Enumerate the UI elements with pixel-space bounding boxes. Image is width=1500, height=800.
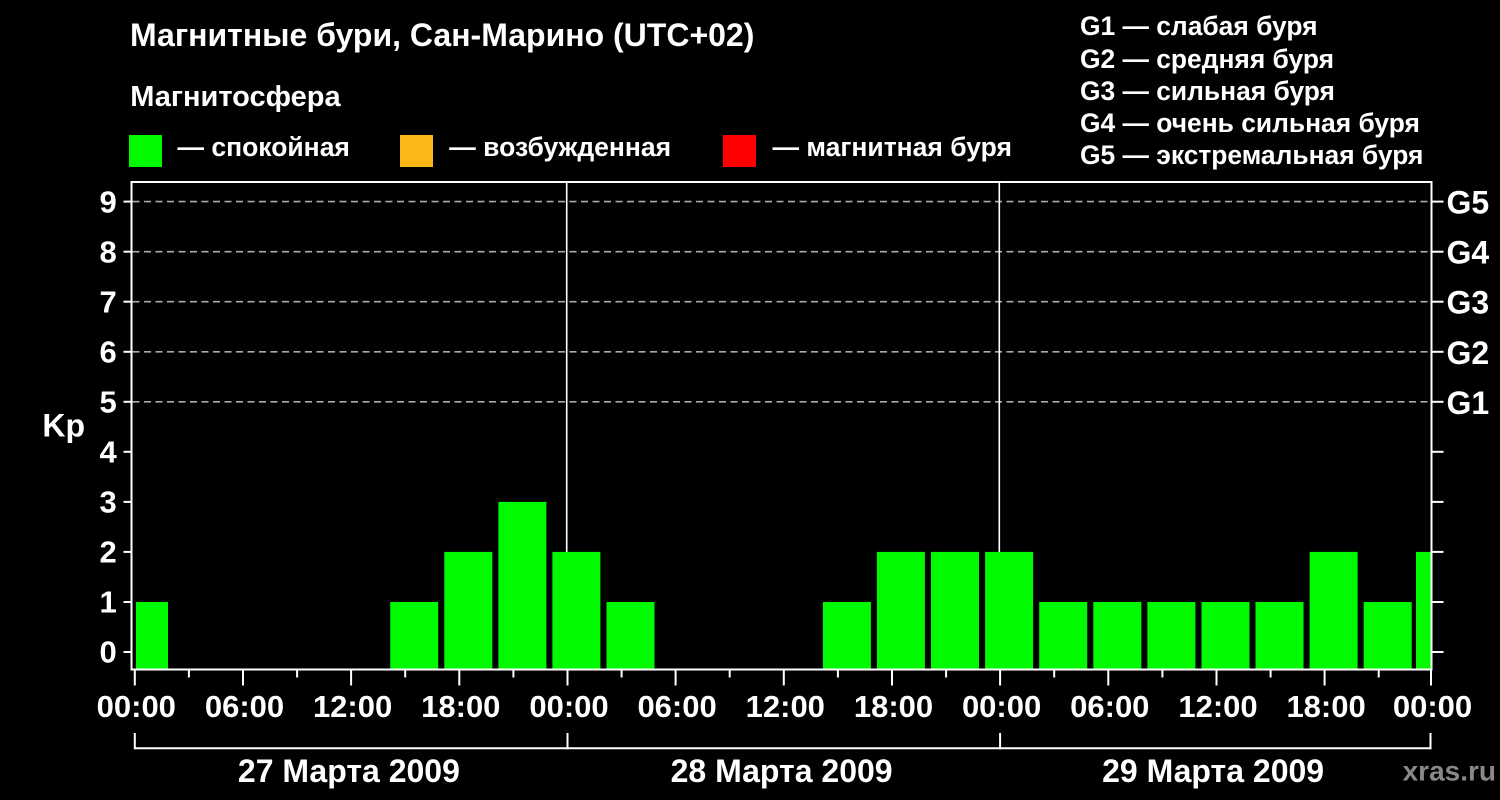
svg-text:G2: G2 (1447, 335, 1490, 371)
svg-text:G3: G3 (1447, 285, 1490, 321)
svg-text:00:00: 00:00 (97, 689, 176, 724)
svg-text:00:00: 00:00 (529, 689, 608, 724)
svg-text:06:00: 06:00 (205, 689, 284, 724)
svg-text:2: 2 (100, 535, 117, 570)
svg-text:00:00: 00:00 (962, 689, 1041, 724)
svg-text:6: 6 (100, 335, 117, 370)
svg-text:7: 7 (100, 284, 117, 319)
svg-text:G1: G1 (1447, 385, 1490, 421)
svg-text:27 Марта 2009: 27 Марта 2009 (238, 753, 460, 789)
svg-text:12:00: 12:00 (746, 689, 825, 724)
svg-text:Kp: Kp (42, 408, 85, 444)
svg-text:18:00: 18:00 (421, 689, 500, 724)
svg-text:5: 5 (100, 385, 117, 420)
svg-text:1: 1 (100, 585, 117, 620)
svg-text:06:00: 06:00 (637, 689, 716, 724)
svg-text:28 Марта 2009: 28 Марта 2009 (671, 753, 893, 789)
svg-text:18:00: 18:00 (1286, 689, 1365, 724)
svg-text:06:00: 06:00 (1070, 689, 1149, 724)
svg-text:8: 8 (100, 234, 117, 269)
svg-text:xras.ru: xras.ru (1403, 756, 1496, 787)
svg-text:00:00: 00:00 (1393, 689, 1472, 724)
svg-text:18:00: 18:00 (854, 689, 933, 724)
svg-text:29 Марта 2009: 29 Марта 2009 (1102, 753, 1324, 789)
svg-text:3: 3 (100, 485, 117, 520)
svg-text:G4: G4 (1447, 235, 1490, 271)
svg-text:12:00: 12:00 (313, 689, 392, 724)
svg-text:9: 9 (100, 184, 117, 219)
svg-text:0: 0 (100, 635, 117, 670)
svg-text:G5: G5 (1447, 185, 1490, 221)
svg-text:12:00: 12:00 (1178, 689, 1257, 724)
svg-text:4: 4 (100, 435, 118, 470)
